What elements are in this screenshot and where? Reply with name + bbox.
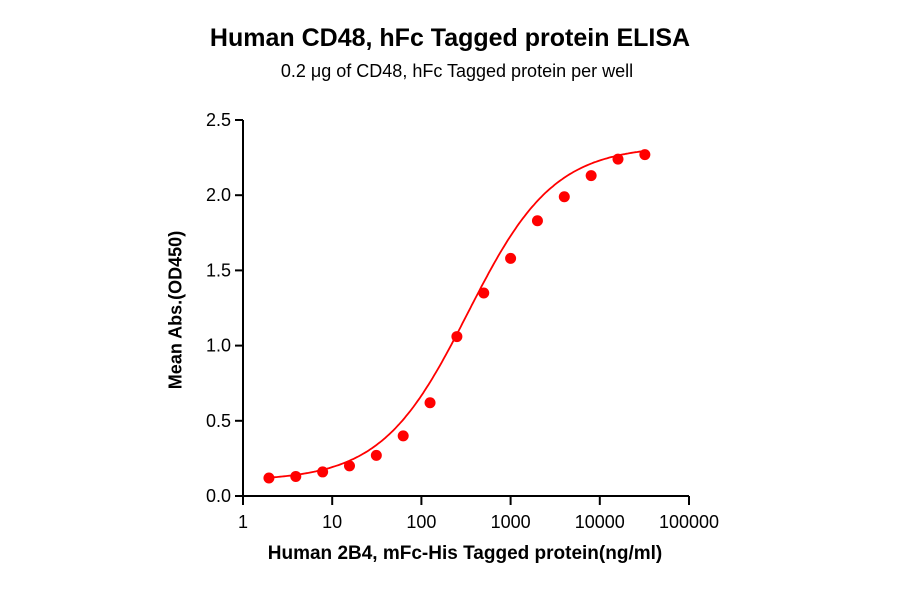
x-tick-label: 100000 (659, 512, 719, 532)
x-tick-label: 100 (406, 512, 436, 532)
y-tick-label: 2.5 (206, 110, 231, 130)
x-tick-label: 1000 (491, 512, 531, 532)
y-tick-label: 0.0 (206, 486, 231, 506)
data-point (370, 449, 382, 461)
data-point (505, 252, 517, 264)
y-tick-label: 2.0 (206, 185, 231, 205)
y-tick-label: 1.0 (206, 336, 231, 356)
data-point (317, 466, 329, 478)
data-point (531, 215, 543, 227)
x-tick-label: 10000 (575, 512, 625, 532)
chart-subtitle: 0.2 μg of CD48, hFc Tagged protein per w… (280, 61, 634, 81)
data-point (478, 287, 490, 299)
y-tick-label: 0.5 (206, 411, 231, 431)
data-point (290, 470, 302, 482)
data-point (397, 430, 409, 442)
data-point (451, 331, 463, 343)
data-point (639, 149, 651, 161)
x-tick-label: 10 (322, 512, 342, 532)
fit-curve (268, 150, 646, 479)
x-axis-label: Human 2B4, mFc-His Tagged protein(ng/ml) (267, 543, 663, 564)
data-point (612, 153, 624, 165)
x-tick-label: 1 (238, 512, 248, 532)
chart-title: Human CD48, hFc Tagged protein ELISA (209, 24, 691, 52)
data-points (263, 149, 651, 484)
data-point (585, 170, 597, 182)
y-tick-label: 1.5 (206, 260, 231, 280)
axes: 0.0 0.5 1.0 1.5 2.0 2.5 1 10 100 1000 10000 100000 (206, 110, 719, 532)
data-point (424, 397, 436, 409)
data-point (343, 460, 355, 472)
data-point (263, 472, 275, 484)
data-point (558, 191, 570, 203)
